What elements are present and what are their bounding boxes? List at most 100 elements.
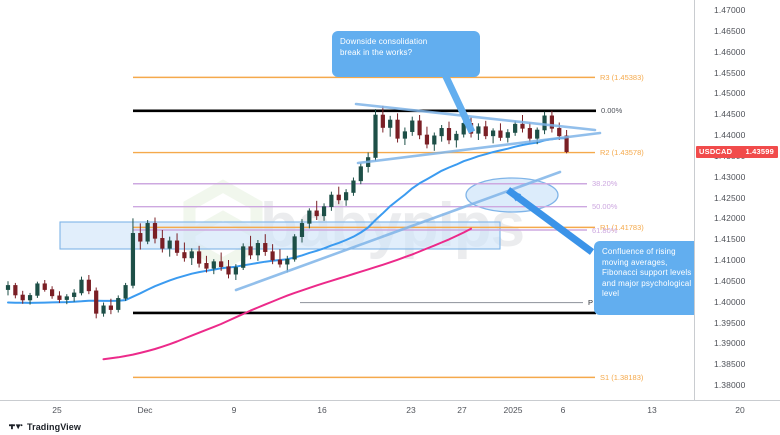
candle	[498, 123, 503, 141]
candle	[174, 233, 180, 256]
price-tick: 1.46500	[714, 25, 746, 36]
footer-bar: TradingView	[0, 418, 780, 435]
candle	[490, 128, 496, 144]
candle	[130, 218, 136, 289]
candle	[380, 105, 385, 133]
candle	[270, 244, 275, 265]
level-label-fib-618: 61.80%	[592, 225, 618, 235]
price-tick: 1.40500	[714, 275, 746, 286]
candle	[424, 126, 430, 149]
candle	[263, 234, 268, 256]
candle	[314, 200, 319, 220]
ma-slow-line	[102, 227, 472, 361]
candle	[351, 177, 356, 196]
candle	[86, 275, 91, 295]
candle	[520, 115, 525, 133]
candle	[108, 298, 113, 315]
price-tick: 1.41500	[714, 234, 746, 245]
level-label-R2: R2 (1.43578)	[600, 148, 644, 158]
candle	[321, 203, 327, 221]
candle	[42, 280, 47, 292]
trendline-layer	[234, 102, 602, 292]
price-tick: 1.38500	[714, 359, 746, 370]
price-tick: 1.39000	[714, 338, 746, 349]
candle	[336, 186, 341, 205]
candle	[299, 219, 305, 243]
candle	[27, 292, 33, 305]
wedge-lower	[356, 131, 602, 165]
level-label-R3: R3 (1.45383)	[600, 72, 644, 82]
candle	[226, 260, 231, 279]
candle	[476, 123, 481, 140]
price-axis-divider	[694, 0, 695, 400]
candle	[204, 255, 209, 273]
candle	[160, 230, 165, 253]
candle	[35, 281, 40, 298]
candle	[182, 242, 187, 262]
candle	[432, 132, 437, 151]
level-label-fib-0: 0.00%	[601, 106, 623, 116]
candle	[248, 235, 253, 260]
price-axis[interactable]: 1.47000 1.46500 1.46000 1.45500 1.45000 1.445…	[694, 0, 780, 400]
candle	[343, 189, 349, 206]
level-label-R1: R1 (1.41783)	[600, 222, 644, 232]
level-label-fib-382: 38.20%	[592, 179, 618, 189]
wedge-upper	[354, 102, 597, 132]
annotation-confluence: Confluence of rising moving averages, Fi…	[594, 241, 694, 315]
candle	[123, 282, 128, 301]
rising-support	[234, 170, 562, 292]
time-tick: 20	[735, 405, 745, 415]
candle	[329, 191, 334, 211]
candle	[64, 294, 69, 305]
candle	[49, 286, 55, 299]
candle	[446, 121, 452, 145]
price-tick: 1.41000	[714, 255, 746, 265]
tradingview-logo-icon	[9, 424, 23, 430]
candle	[79, 276, 84, 296]
time-tick: 16	[317, 405, 327, 415]
candle	[542, 111, 547, 135]
ma-fast-line	[7, 137, 568, 304]
level-label-S1: S1 (1.38183)	[600, 372, 644, 382]
price-tick: 1.43000	[714, 171, 746, 182]
candlestick-layer	[5, 105, 569, 319]
time-tick: 2025	[503, 405, 523, 415]
arrow-confluence-head	[508, 190, 522, 202]
candle	[454, 130, 459, 148]
candle	[138, 223, 143, 250]
time-tick: 27	[457, 405, 467, 415]
candle	[513, 120, 518, 136]
time-tick: 23	[406, 405, 416, 415]
candle	[388, 115, 393, 137]
candle	[233, 264, 238, 280]
candle	[307, 208, 312, 229]
candle	[167, 236, 172, 257]
price-tick: 1.38000	[714, 380, 746, 390]
candle	[277, 249, 283, 268]
level-line-layer	[133, 76, 596, 379]
chart-canvas	[5, 62, 602, 379]
candle	[241, 243, 246, 270]
annotation-downside-consolidation: Downside consolidation break in the work…	[332, 31, 480, 77]
candle	[410, 116, 415, 136]
candle	[94, 287, 99, 319]
time-tick: 6	[560, 405, 566, 415]
price-tick: 1.45500	[714, 67, 746, 78]
time-axis[interactable]: 25 Dec 9 16 23 27 2025 6 13 20	[0, 400, 780, 420]
candle	[527, 122, 532, 143]
ticker-label: USDCAD	[699, 147, 733, 157]
time-tick: 9	[231, 405, 237, 415]
candle	[255, 240, 261, 261]
candle	[564, 130, 569, 154]
candle	[505, 129, 510, 143]
candle	[373, 109, 378, 161]
candle	[13, 282, 18, 299]
chart-plot-area[interactable]: babypips R3 (1.45383)0.00%R2 (1.43578)38…	[0, 0, 694, 400]
candle	[219, 252, 224, 271]
candle	[417, 115, 422, 140]
arrow-confluence	[505, 187, 595, 255]
candle	[145, 220, 150, 245]
price-tick: 1.47000	[714, 5, 746, 15]
arrow-downside-head	[462, 118, 472, 132]
time-tick: 25	[52, 405, 62, 415]
